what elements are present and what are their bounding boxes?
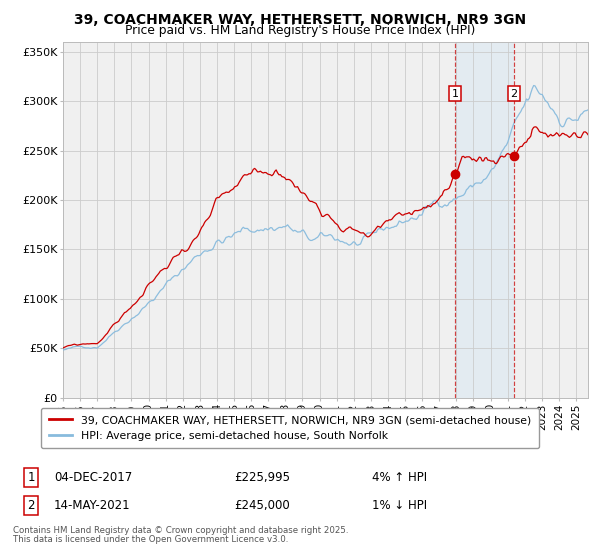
Text: £225,995: £225,995: [234, 470, 290, 484]
Text: This data is licensed under the Open Government Licence v3.0.: This data is licensed under the Open Gov…: [13, 535, 289, 544]
Legend: 39, COACHMAKER WAY, HETHERSETT, NORWICH, NR9 3GN (semi-detached house), HPI: Ave: 39, COACHMAKER WAY, HETHERSETT, NORWICH,…: [41, 408, 539, 448]
Text: 04-DEC-2017: 04-DEC-2017: [54, 470, 132, 484]
Text: 4% ↑ HPI: 4% ↑ HPI: [372, 470, 427, 484]
Text: Contains HM Land Registry data © Crown copyright and database right 2025.: Contains HM Land Registry data © Crown c…: [13, 526, 349, 535]
Text: Price paid vs. HM Land Registry's House Price Index (HPI): Price paid vs. HM Land Registry's House …: [125, 24, 475, 36]
Text: 14-MAY-2021: 14-MAY-2021: [54, 498, 131, 512]
Text: 39, COACHMAKER WAY, HETHERSETT, NORWICH, NR9 3GN: 39, COACHMAKER WAY, HETHERSETT, NORWICH,…: [74, 13, 526, 27]
Text: 1% ↓ HPI: 1% ↓ HPI: [372, 498, 427, 512]
Text: 1: 1: [28, 470, 35, 484]
Text: £245,000: £245,000: [234, 498, 290, 512]
Text: 2: 2: [28, 498, 35, 512]
Bar: [455, 42, 514, 398]
Text: 2: 2: [511, 88, 518, 99]
Text: 1: 1: [451, 88, 458, 99]
